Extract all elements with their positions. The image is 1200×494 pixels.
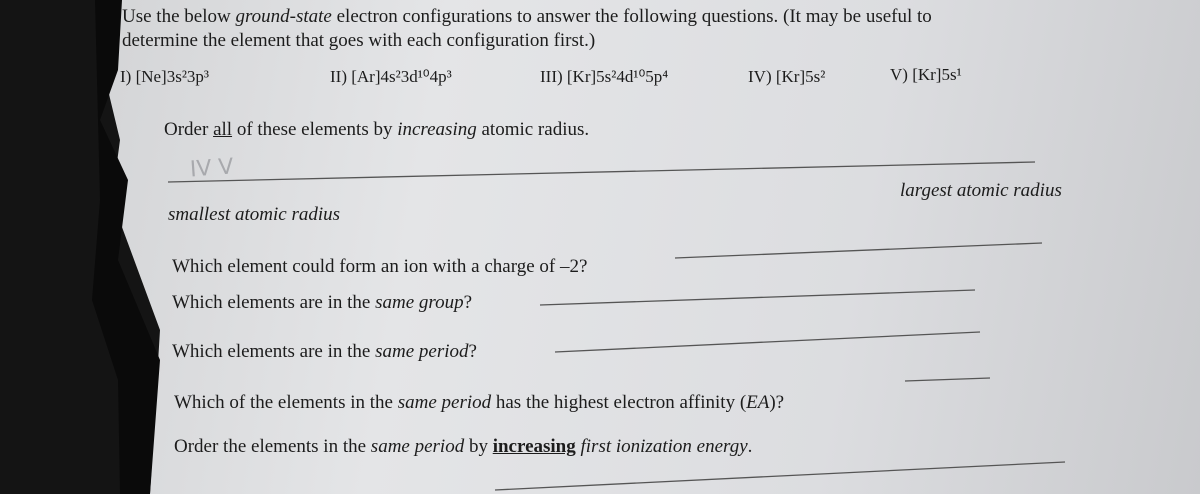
question: Which of the elements in the same period…: [174, 392, 784, 414]
configuration: IV) [Kr]5s²: [748, 67, 826, 86]
intro-line: determine the element that goes with eac…: [122, 30, 596, 51]
text: ?: [463, 292, 473, 313]
scale-label: largest atomic radius: [900, 180, 1062, 201]
marker-redaction: [92, 0, 160, 494]
text: first ionization energy: [575, 436, 748, 457]
scale-label: smallest atomic radius: [168, 204, 341, 225]
text: increasing: [492, 436, 576, 457]
text: same period: [370, 436, 465, 457]
text: same period: [397, 392, 492, 413]
text: Which element could form an ion with a c…: [172, 256, 588, 277]
question: Which elements are in the same period?: [172, 341, 477, 363]
text: )?: [769, 392, 785, 413]
text: .: [747, 436, 753, 457]
question: Which elements are in the same group?: [172, 292, 472, 314]
configuration: I) [Ne]3s²3p³: [120, 67, 210, 86]
text: Use the below: [122, 6, 236, 27]
text: all: [213, 119, 233, 140]
text: by: [464, 436, 493, 457]
text: EA: [746, 392, 770, 413]
configuration: III) [Kr]5s²4d¹⁰5p⁴: [540, 67, 669, 86]
text: Order: [164, 119, 214, 140]
text: has the highest electron affinity (: [491, 392, 747, 413]
configuration: V) [Kr]5s¹: [890, 65, 962, 84]
intro-line: Use the below ground-state electron conf…: [122, 6, 932, 28]
configuration: II) [Ar]4s²3d¹⁰4p³: [330, 67, 452, 86]
text: increasing: [397, 119, 477, 140]
text: Which elements are in the: [172, 341, 376, 362]
text: Order the elements in the: [174, 436, 371, 457]
answer-lines: [167, 161, 1066, 491]
question: Order all of these elements by increasin…: [164, 119, 589, 141]
text: ground-state: [235, 6, 332, 27]
text: Which elements are in the: [172, 292, 376, 313]
text: ?: [468, 341, 477, 362]
text: electron configurations to answer the fo…: [331, 6, 932, 27]
text: same group: [375, 292, 464, 313]
text: same period: [375, 341, 469, 362]
question: Order the elements in the same period by…: [174, 436, 752, 458]
text: atomic radius.: [476, 119, 590, 140]
handwriting: IV V: [189, 154, 235, 183]
text: Which of the elements in the: [174, 392, 398, 413]
text: of these elements by: [232, 119, 398, 140]
question: Which element could form an ion with a c…: [172, 256, 587, 278]
